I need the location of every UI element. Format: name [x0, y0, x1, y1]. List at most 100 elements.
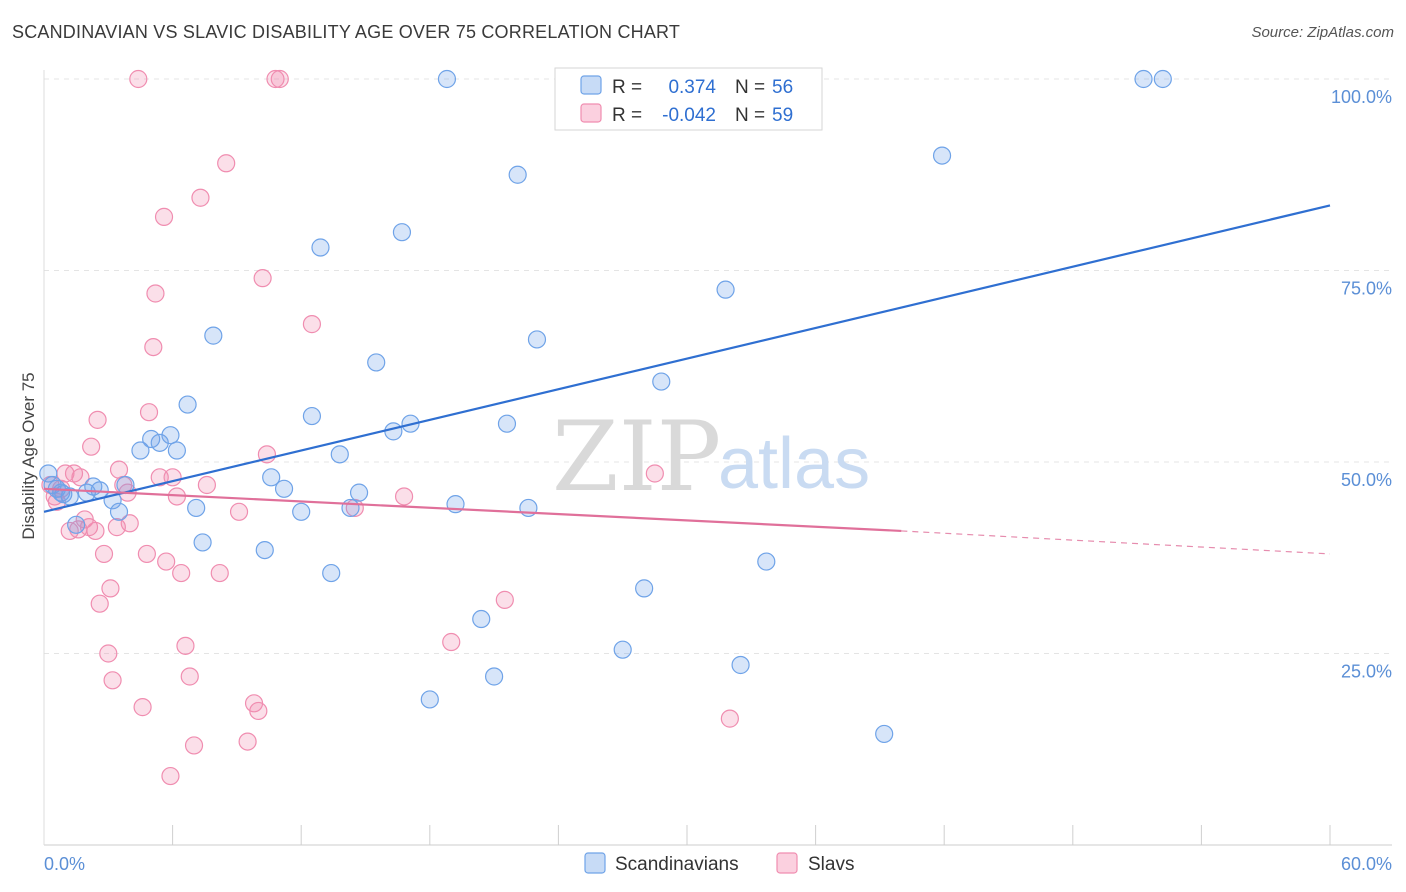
slavs-point-57: [720, 709, 739, 728]
slavs-point-15: [99, 644, 118, 663]
y-tick-label-75: 75.0%: [1341, 279, 1392, 299]
series-legend: Scandinavians Slavs: [584, 852, 854, 875]
slavs-point-43: [229, 502, 249, 521]
scandinavians-point-21: [262, 468, 281, 487]
y-tick-label-25: 25.0%: [1341, 662, 1392, 682]
scandinavians-point-12: [142, 429, 161, 449]
slavs-point-7: [71, 468, 90, 487]
slavs-point-49: [266, 69, 285, 89]
stats-legend: R = 0.374 N = 56 R = -0.042 N = 59: [554, 67, 823, 131]
scandinavians-point-5: [67, 515, 86, 534]
slavs-point-36: [176, 636, 195, 655]
watermark: ZIP atlas: [552, 401, 870, 513]
scandinavians-point-9: [109, 502, 129, 521]
slavs-point-19: [109, 460, 129, 479]
slavs-point-29: [150, 468, 169, 487]
scandinavians-point-11: [131, 441, 150, 460]
scandinavians-point-25: [311, 238, 330, 257]
scandinavians-point-20: [255, 540, 274, 560]
slavs-point-32: [161, 766, 180, 786]
slavs-point-31: [157, 552, 176, 571]
y-axis-label: Disability Age Over 75: [19, 372, 38, 539]
slavs-point-16: [101, 579, 120, 598]
scandinavians-point-49: [757, 552, 776, 571]
scandinavians-point-40: [508, 165, 527, 184]
legend-swatch-slavs: [580, 103, 602, 123]
scandinavians-point-47: [716, 280, 735, 299]
slavs-point-38: [184, 736, 204, 755]
series-legend-label-slavs: Slavs: [808, 854, 854, 875]
scandinavians-point-43: [613, 640, 632, 659]
slavs-point-26: [139, 403, 159, 422]
scandinavians-point-32: [392, 223, 412, 242]
scandinavians-point-0: [39, 464, 58, 483]
slavs-point-35: [172, 563, 191, 583]
scandinavians-point-16: [178, 395, 197, 414]
scandinavians-point-24: [302, 406, 322, 426]
scandinavians-point-18: [193, 533, 212, 552]
slavs-point-47: [253, 269, 272, 288]
scandinavians-point-14: [161, 426, 180, 445]
slavs-point-56: [645, 464, 664, 483]
scandinavians-point-37: [472, 609, 491, 629]
scandinavians-point-45: [635, 579, 654, 598]
y-tick-labels: 25.0% 50.0% 75.0% 100.0%: [1331, 87, 1392, 682]
scandinavians-point-48: [731, 655, 750, 675]
legend-r-value-2: -0.042: [662, 105, 716, 126]
y-tick-label-50: 50.0%: [1341, 470, 1392, 490]
scandinavians-point-22: [274, 479, 294, 498]
scandinavians-point-28: [341, 498, 360, 518]
scandinavians-point-27: [330, 445, 349, 464]
legend-r-value-1: 0.374: [668, 77, 716, 98]
scandinavians-point-38: [485, 667, 504, 686]
grid-lines: [44, 78, 1392, 654]
scandinavians-point-17: [187, 498, 206, 518]
slavs-point-22: [120, 514, 139, 533]
scandinavians-point-50: [875, 724, 894, 744]
slavs-point-12: [88, 410, 107, 429]
scandinavians-point-34: [420, 690, 439, 709]
scandinavians-point-23: [292, 502, 311, 521]
scandinavians-point-52: [1134, 69, 1153, 89]
x-tick-label-max: 60.0%: [1341, 854, 1392, 874]
chart-title: SCANDINAVIAN VS SLAVIC DISABILITY AGE OV…: [12, 22, 681, 42]
series-legend-swatch-scandinavians: [584, 852, 606, 874]
slavs-trend-line: [43, 487, 902, 533]
legend-n-value-1: 56: [772, 77, 793, 98]
legend-n-label-2: N =: [735, 105, 765, 126]
slavs-point-37: [180, 667, 199, 686]
slavs-point-51: [302, 315, 322, 334]
scandinavians-point-15: [167, 441, 186, 460]
scandinavians-point-42: [527, 330, 547, 349]
scandinavians-trend-line: [43, 204, 1331, 513]
slavs-point-53: [394, 487, 414, 506]
scandinavians-point-51: [932, 146, 952, 165]
scandinavians-point-39: [497, 414, 517, 433]
legend-swatch-scandinavians: [580, 75, 602, 95]
slavs-point-24: [133, 698, 152, 717]
slavs-point-42: [217, 154, 236, 173]
legend-r-label-1: R =: [612, 77, 642, 98]
slavs-point-14: [94, 544, 114, 564]
watermark-zip: ZIP: [552, 401, 721, 513]
slavs-point-39: [191, 188, 210, 207]
slavs-point-41: [210, 563, 229, 583]
legend-r-label-2: R =: [612, 105, 642, 126]
scandinavians-point-26: [322, 563, 341, 583]
legend-n-label-1: N =: [735, 77, 765, 98]
slavs-point-46: [249, 701, 268, 721]
scandinavians-point-30: [367, 353, 386, 372]
scandinavians-point-35: [437, 69, 457, 89]
scandinavians-point-53: [1153, 69, 1172, 89]
source-label: Source: ZipAtlas.com: [1251, 24, 1394, 41]
scandinavians-point-19: [204, 326, 223, 345]
slavs-trend-line-extension: [901, 530, 1331, 555]
slavs-point-25: [137, 544, 156, 564]
slavs-point-27: [144, 338, 163, 357]
slavs-point-10: [82, 437, 101, 456]
legend-n-value-2: 59: [772, 105, 793, 126]
slavs-point-44: [238, 732, 257, 751]
slavs-point-28: [146, 284, 165, 303]
series-legend-label-scandinavians: Scandinavians: [615, 854, 739, 875]
